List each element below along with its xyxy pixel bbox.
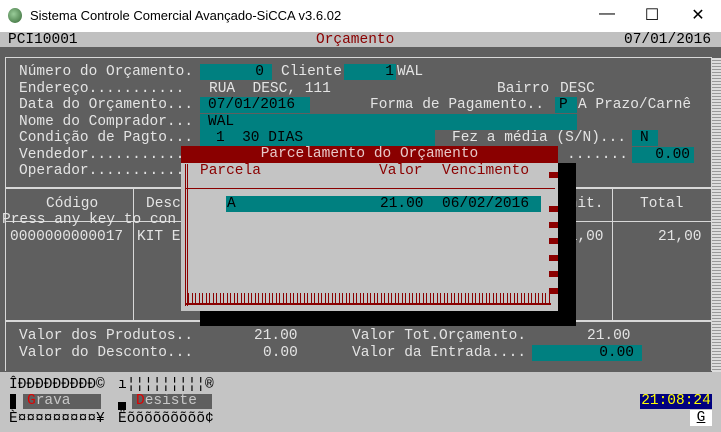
dialog-title: Parcelamento do Orçamento — [181, 146, 558, 163]
col-descricao: Desc — [146, 196, 181, 212]
numero-label: Número do Orçamento. — [19, 64, 194, 80]
cliente-label: Cliente — [281, 64, 342, 80]
endereco-value: RUA DESC, 111 — [209, 81, 331, 97]
forma-label: Forma de Pagamento.. — [370, 97, 545, 113]
vencimento-value: 06/02/2016 — [442, 196, 530, 212]
grava-hotkey: G — [27, 393, 36, 409]
col-codigo: Código — [46, 196, 99, 212]
col-vencimento: Vencimento — [442, 163, 530, 179]
vendedor-dots: ....... — [567, 147, 628, 163]
data-label: Data do Orçamento... — [19, 97, 194, 113]
scroll-marker — [549, 288, 558, 294]
forma-field[interactable]: P — [555, 97, 577, 113]
dialog-border — [185, 164, 188, 306]
produtos-label: Valor dos Produtos.. — [19, 328, 194, 344]
scroll-marker — [549, 222, 558, 228]
operador-label: Operador............ — [19, 163, 194, 179]
dialog-shadow — [200, 311, 576, 326]
numero-field[interactable]: 0 — [200, 64, 272, 80]
close-button[interactable]: ✕ — [691, 7, 705, 24]
button-frame-top: ı¦¦¦¦¦¦¦¦¦® — [118, 377, 214, 393]
title-bar: Sistema Controle Comercial Avançado-SiCC… — [0, 0, 721, 32]
scroll-marker — [549, 238, 558, 244]
col-total: Total — [640, 196, 684, 212]
condicao-field[interactable]: 1 30 DIAS — [200, 130, 435, 146]
cliente-name: WAL — [397, 64, 424, 80]
parcela-value: A — [227, 196, 236, 212]
press-key-message: Press any key to con — [2, 212, 177, 228]
bairro-label: Bairro — [497, 81, 550, 97]
col-parcela: Parcela — [200, 163, 261, 179]
row-total: 21,00 — [658, 229, 702, 245]
scroll-marker — [549, 255, 558, 261]
minimize-button[interactable]: — — [599, 5, 615, 22]
dialog-shadow — [558, 163, 576, 326]
col-divider — [612, 188, 613, 321]
grava-button[interactable]: Grava — [23, 394, 101, 409]
condicao-label: Condição de Pagto... — [19, 130, 194, 146]
scroll-marker — [549, 206, 558, 212]
screen-title: Orçamento — [316, 32, 395, 48]
bairro-value: DESC — [560, 81, 595, 97]
dialog-bottom-border — [185, 293, 551, 305]
screen-code: PCI10001 — [8, 32, 78, 48]
vendedor-field[interactable]: 0.00 — [632, 147, 694, 163]
totorc-label: Valor Tot.Orçamento. — [352, 328, 527, 344]
desiste-marker — [118, 402, 126, 410]
entrada-field[interactable]: 0.00 — [532, 345, 642, 361]
row-descricao: KIT E — [137, 229, 181, 245]
app-logo-icon — [8, 8, 22, 23]
parcela-row[interactable]: A 21.00 06/02/2016 — [226, 196, 541, 212]
comprador-label: Nome do Comprador... — [19, 114, 194, 130]
data-field[interactable]: 07/01/2016 — [200, 97, 310, 113]
footer-bar: ÎÐÐÐÐÐÐÐÐÐ© ı¦¦¦¦¦¦¦¦¦® Grava Desiste È¤… — [0, 372, 721, 432]
endereco-label: Endereço........... — [19, 81, 185, 97]
parcelamento-dialog: Parcelamento do Orçamento Parcela Valor … — [181, 146, 558, 311]
screen-header: PCI10001 Orçamento 07/01/2016 — [0, 32, 721, 48]
media-field[interactable]: N — [632, 130, 658, 146]
produtos-value: 21.00 — [254, 328, 298, 344]
scroll-marker — [549, 271, 558, 277]
button-frame-bottom: È¤¤¤¤¤¤¤¤¤¥ — [9, 411, 105, 427]
header-date: 07/01/2016 — [624, 32, 712, 48]
valor-value: 21.00 — [380, 196, 424, 212]
media-label: Fez a média (S/N)... — [452, 130, 627, 146]
desiste-hotkey: D — [136, 393, 145, 409]
col-valor: Valor — [379, 163, 423, 179]
scrollbar[interactable] — [712, 58, 721, 430]
desiste-label: esiste — [144, 393, 197, 409]
maximize-button[interactable]: ☐ — [644, 7, 660, 24]
window-title: Sistema Controle Comercial Avançado-SiCC… — [30, 8, 342, 23]
col-divider — [133, 188, 134, 321]
entrada-label: Valor da Entrada.... — [352, 345, 527, 361]
vendedor-label: Vendedor............ — [19, 147, 194, 163]
comprador-field[interactable]: WAL — [200, 114, 577, 130]
dialog-divider — [185, 188, 555, 189]
grava-label: rava — [35, 393, 71, 409]
row-codigo: 0000000000017 — [10, 229, 124, 245]
button-frame-bottom: Ëõõõõõõõõõ¢ — [118, 411, 214, 427]
key-indicator: G — [690, 410, 712, 426]
desconto-value: 0.00 — [263, 345, 298, 361]
desiste-button[interactable]: Desiste — [132, 394, 212, 409]
totorc-value: 21.00 — [587, 328, 631, 344]
cliente-field[interactable]: 1 — [344, 64, 396, 80]
desconto-label: Valor do Desconto... — [19, 345, 194, 361]
clock: 21:08:24 — [640, 393, 712, 409]
button-frame-top: ÎÐÐÐÐÐÐÐÐÐ© — [9, 377, 105, 393]
forma-value: A Prazo/Carnê — [578, 97, 692, 113]
grava-marker — [10, 394, 16, 409]
scroll-marker — [549, 172, 558, 178]
